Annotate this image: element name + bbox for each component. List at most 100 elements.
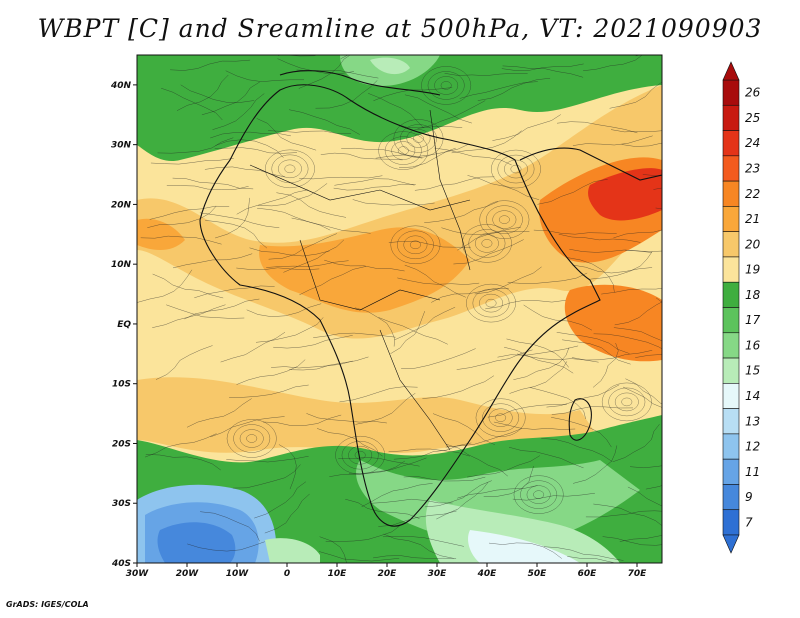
colorbar-swatch	[722, 155, 740, 182]
streamline	[166, 304, 245, 319]
lon-tick-label: 10E	[328, 569, 348, 579]
streamline-eddy	[427, 71, 465, 100]
colorbar-label: 12	[745, 440, 760, 454]
streamline	[288, 109, 360, 135]
colorbar-swatch	[722, 307, 740, 334]
footer-credit: GrADS: IGES/COLA	[6, 600, 89, 609]
colorbar-label: 24	[745, 136, 760, 150]
streamline	[537, 179, 608, 205]
streamline	[278, 55, 281, 57]
streamline	[205, 220, 268, 249]
streamline	[340, 55, 349, 59]
streamline	[422, 375, 495, 399]
streamline	[285, 55, 319, 57]
streamline	[572, 264, 653, 274]
streamline	[368, 93, 424, 129]
streamline	[509, 361, 568, 394]
streamline	[556, 121, 638, 134]
streamline	[432, 413, 496, 445]
streamline-eddy	[277, 159, 302, 179]
streamline	[201, 81, 260, 116]
border-south	[379, 329, 451, 451]
streamline	[236, 359, 306, 385]
streamline	[398, 143, 470, 169]
streamline-eddy	[466, 283, 516, 323]
streamline	[172, 253, 253, 269]
streamline	[299, 175, 383, 180]
lon-tick-label: 10W	[226, 569, 250, 579]
border-sahara	[249, 164, 471, 211]
streamline	[378, 510, 457, 527]
streamline	[493, 421, 576, 430]
streamline	[210, 416, 285, 438]
streamline	[355, 392, 416, 425]
streamline-eddy	[608, 387, 646, 417]
colorbar-label: 17	[745, 313, 761, 327]
streamline	[268, 233, 337, 260]
wbpt-white-south	[468, 530, 580, 563]
streamline	[546, 384, 620, 408]
streamline	[635, 354, 662, 358]
streamline	[629, 465, 662, 469]
streamline	[289, 356, 369, 371]
streamline	[283, 239, 345, 273]
streamline	[382, 536, 464, 547]
lat-tick-label: 40N	[110, 81, 132, 91]
streamline	[152, 304, 226, 328]
streamline	[149, 205, 230, 220]
streamline-eddy	[485, 205, 523, 234]
streamline	[299, 266, 367, 296]
streamline-eddy	[497, 154, 535, 184]
streamline	[590, 251, 653, 280]
streamline	[137, 269, 193, 303]
streamline	[625, 378, 662, 405]
streamline	[612, 424, 660, 463]
streamline	[373, 555, 457, 559]
streamline	[220, 331, 286, 363]
streamline	[229, 384, 309, 398]
streamline	[487, 404, 567, 418]
colorbar-label: 7	[745, 515, 753, 529]
streamline	[249, 247, 330, 257]
streamline	[140, 235, 222, 245]
streamline	[457, 485, 538, 499]
streamline	[345, 498, 420, 519]
colorbar-swatch	[722, 408, 740, 435]
colorbar-label: 13	[745, 414, 760, 428]
streamline	[278, 444, 297, 490]
streamline	[246, 303, 322, 317]
colorbar-label: 23	[745, 161, 760, 175]
colorbar-label: 20	[745, 237, 761, 251]
plot-frame	[136, 54, 663, 564]
streamline-eddy	[526, 485, 551, 504]
streamline	[172, 177, 254, 190]
colorbar: 26 25 24 23 22 21 20 19 18 17 16 15 14 13 12 11 9 7	[722, 61, 761, 554]
streamline	[446, 444, 508, 477]
europe-coastline	[279, 70, 441, 96]
streamline	[319, 536, 348, 563]
streamline	[361, 483, 433, 508]
streamline	[497, 345, 579, 358]
streamline	[194, 285, 275, 299]
streamline	[388, 241, 471, 248]
wbpt-tan-south	[137, 377, 600, 453]
streamline	[529, 387, 586, 420]
streamline	[370, 498, 453, 504]
streamline-eddy	[403, 235, 428, 255]
colorbar-swatch	[722, 357, 740, 384]
streamline	[488, 542, 562, 559]
streamline	[157, 137, 234, 154]
colorbar-label: 16	[745, 338, 761, 352]
wbpt-shading	[137, 55, 662, 563]
streamline	[401, 348, 476, 369]
latitude-axis: 40N 30N 20N 10N EQ 10S 20S 30S 40S	[110, 81, 137, 569]
streamline	[210, 131, 291, 139]
streamline	[200, 511, 260, 542]
colorbar-label: 14	[745, 389, 760, 403]
streamline	[404, 94, 472, 124]
colorbar-label: 18	[745, 288, 761, 302]
streamline	[215, 139, 284, 158]
streamline-eddy	[474, 234, 499, 253]
streamline	[533, 229, 617, 235]
